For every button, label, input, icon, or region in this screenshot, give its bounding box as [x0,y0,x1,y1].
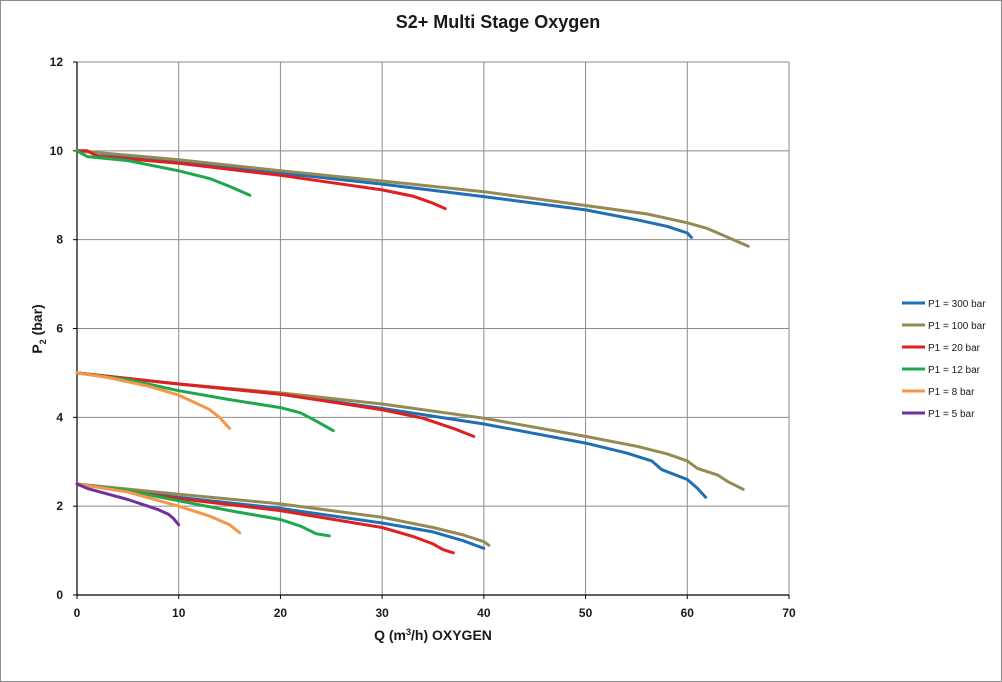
series-line [75,482,491,547]
legend-item: P1 = 20 bar [902,343,981,354]
x-tick-label: 40 [477,606,491,620]
legend-item: P1 = 100 bar [902,321,986,332]
legend-item: P1 = 5 bar [902,409,975,420]
series-lines [75,149,750,555]
legend: P1 = 300 bar P1 = 100 bar P1 = 20 bar P1 = … [902,299,986,420]
legend-label: P1 = 300 bar [928,299,986,310]
y-tick-label: 4 [56,410,63,424]
series-1 [75,149,750,547]
series-line [75,371,232,430]
legend-label: P1 = 20 bar [928,343,981,354]
legend-label: P1 = 12 bar [928,365,981,376]
legend-label: P1 = 5 bar [928,409,975,420]
x-tick-label: 0 [74,606,81,620]
series-5 [75,482,181,527]
y-tick-label: 12 [50,55,64,69]
x-tick-label: 50 [579,606,593,620]
legend-item: P1 = 8 bar [902,387,975,398]
y-tick-label: 2 [56,499,63,513]
series-line [75,482,331,538]
series-line [75,149,750,248]
series-3 [75,149,335,538]
x-tick-label: 70 [782,606,796,620]
series-line [75,482,455,555]
grid-lines [73,61,790,599]
x-tick-label: 30 [375,606,389,620]
y-axis-label: P2 (bar) [29,304,48,353]
legend-item: P1 = 12 bar [902,365,981,376]
series-line [75,371,335,433]
x-tick-label: 20 [274,606,288,620]
series-line [75,482,242,535]
y-tick-label: 8 [56,233,63,247]
x-tick-label: 60 [681,606,695,620]
series-line [75,149,447,211]
legend-label: P1 = 100 bar [928,321,986,332]
legend-item: P1 = 300 bar [902,299,986,310]
y-tick-label: 0 [56,588,63,602]
legend-label: P1 = 8 bar [928,387,975,398]
series-line [75,371,476,438]
series-2 [75,149,476,555]
y-tick-label: 10 [50,144,64,158]
series-line [75,482,181,527]
x-tick-label: 10 [172,606,186,620]
series-line [75,149,693,239]
series-line [75,149,252,197]
chart-title: S2+ Multi Stage Oxygen [396,12,601,32]
series-4 [75,371,242,535]
y-tick-label: 6 [56,322,63,336]
tick-labels: 0 10 20 30 40 50 60 70 0 2 4 6 8 10 12 [50,55,796,620]
x-axis-label: Q (m3/h) OXYGEN [374,627,492,643]
